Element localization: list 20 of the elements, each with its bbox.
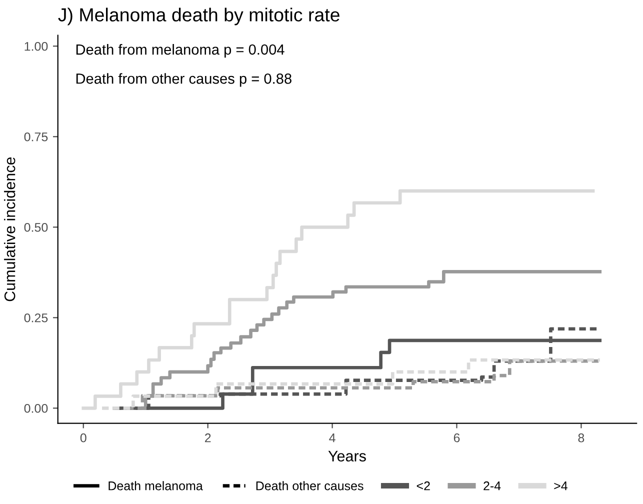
annotation: Death from other causes p = 0.88 <box>76 73 292 87</box>
legend-label: 2-4 <box>484 481 501 490</box>
x-tick-label: 4 <box>329 434 336 442</box>
y-tick-label: 1.00 <box>24 42 48 51</box>
y-tick-label: 0.00 <box>24 404 48 413</box>
y-tick-label: 0.50 <box>24 222 48 232</box>
x-tick-label: 6 <box>454 433 460 442</box>
chart-title: J) Melanoma death by mitotic rate <box>58 8 340 26</box>
x-tick-label: 2 <box>204 433 211 442</box>
x-axis-title: Years <box>328 450 366 462</box>
y-axis-title: Cumulative incidence <box>4 157 16 302</box>
y-tick-label: 0.25 <box>24 313 48 322</box>
legend-label: <2 <box>416 481 430 490</box>
y-tick-label: 0.75 <box>24 132 48 142</box>
legend-label: >4 <box>554 482 568 490</box>
annotation: Death from melanoma p = 0.004 <box>76 44 284 58</box>
text: Death melanoma <box>108 481 203 490</box>
text: Death other causes <box>256 481 364 490</box>
x-tick-label: 0 <box>80 433 86 442</box>
x-tick-label: 8 <box>578 433 584 442</box>
